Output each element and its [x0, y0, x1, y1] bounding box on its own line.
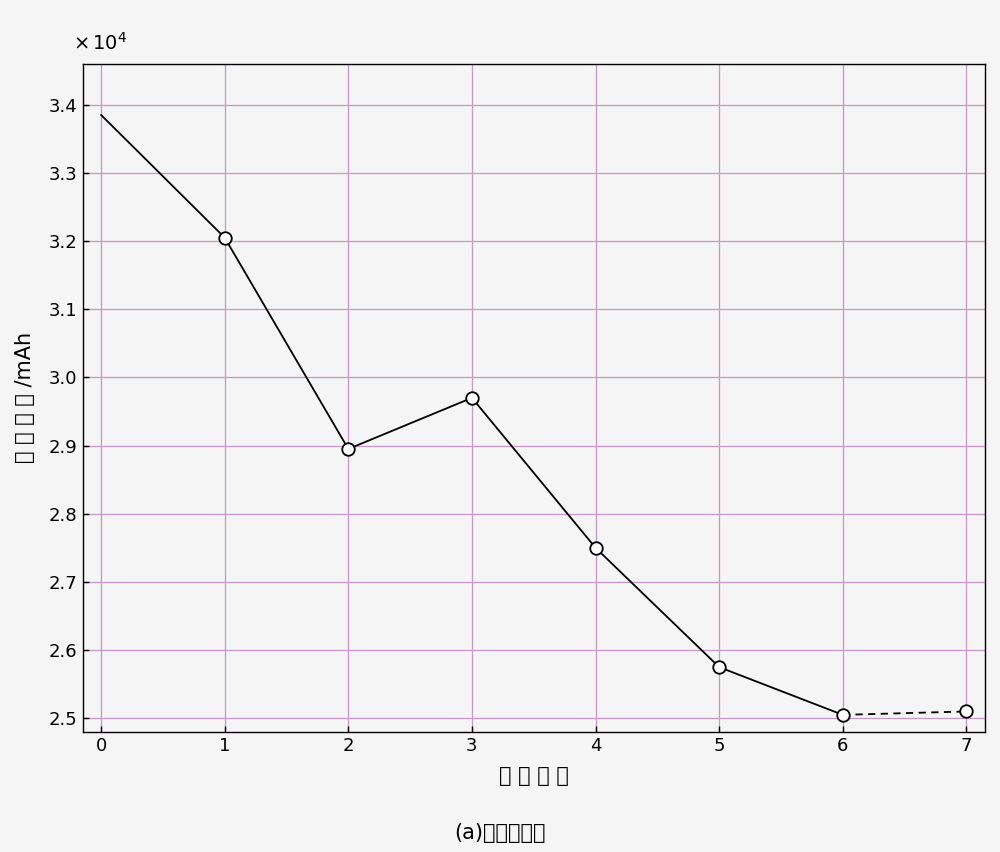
Text: (a)保序回归前: (a)保序回归前 [454, 824, 546, 843]
X-axis label: 试 验 阶 段: 试 验 阶 段 [499, 766, 569, 786]
Text: $\times\,10^4$: $\times\,10^4$ [73, 32, 128, 54]
Y-axis label: 电 池 容 量 /mAh: 电 池 容 量 /mAh [15, 332, 35, 463]
